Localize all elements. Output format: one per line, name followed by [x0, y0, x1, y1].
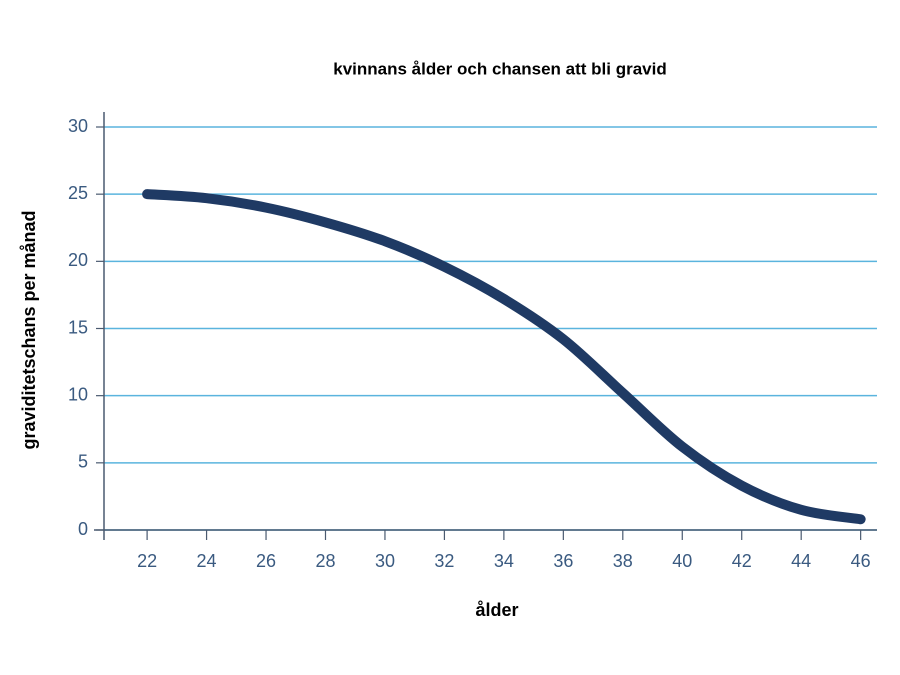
y-tick-label: 15 [68, 317, 88, 337]
y-tick-label: 10 [68, 384, 88, 404]
x-tick-label: 26 [256, 551, 276, 571]
x-tick-label: 28 [315, 551, 335, 571]
x-tick-label: 40 [672, 551, 692, 571]
x-tick-label: 24 [197, 551, 217, 571]
x-tick-label: 42 [732, 551, 752, 571]
y-tick-label: 25 [68, 183, 88, 203]
y-tick-label: 20 [68, 250, 88, 270]
x-tick-label: 34 [494, 551, 514, 571]
x-tick-label: 22 [137, 551, 157, 571]
y-tick-label: 30 [68, 116, 88, 136]
chart-title: kvinnans ålder och chansen att bli gravi… [333, 59, 666, 78]
x-tick-label: 32 [434, 551, 454, 571]
x-tick-label: 38 [613, 551, 633, 571]
y-tick-label: 0 [78, 519, 88, 539]
y-axis-label: graviditetschans per månad [19, 210, 39, 449]
data-line [142, 189, 866, 525]
x-tick-label: 36 [553, 551, 573, 571]
x-tick-label: 44 [791, 551, 811, 571]
y-tick-label: 5 [78, 452, 88, 472]
x-tick-label: 46 [851, 551, 871, 571]
x-tick-label: 30 [375, 551, 395, 571]
x-axis-label: ålder [475, 600, 518, 620]
